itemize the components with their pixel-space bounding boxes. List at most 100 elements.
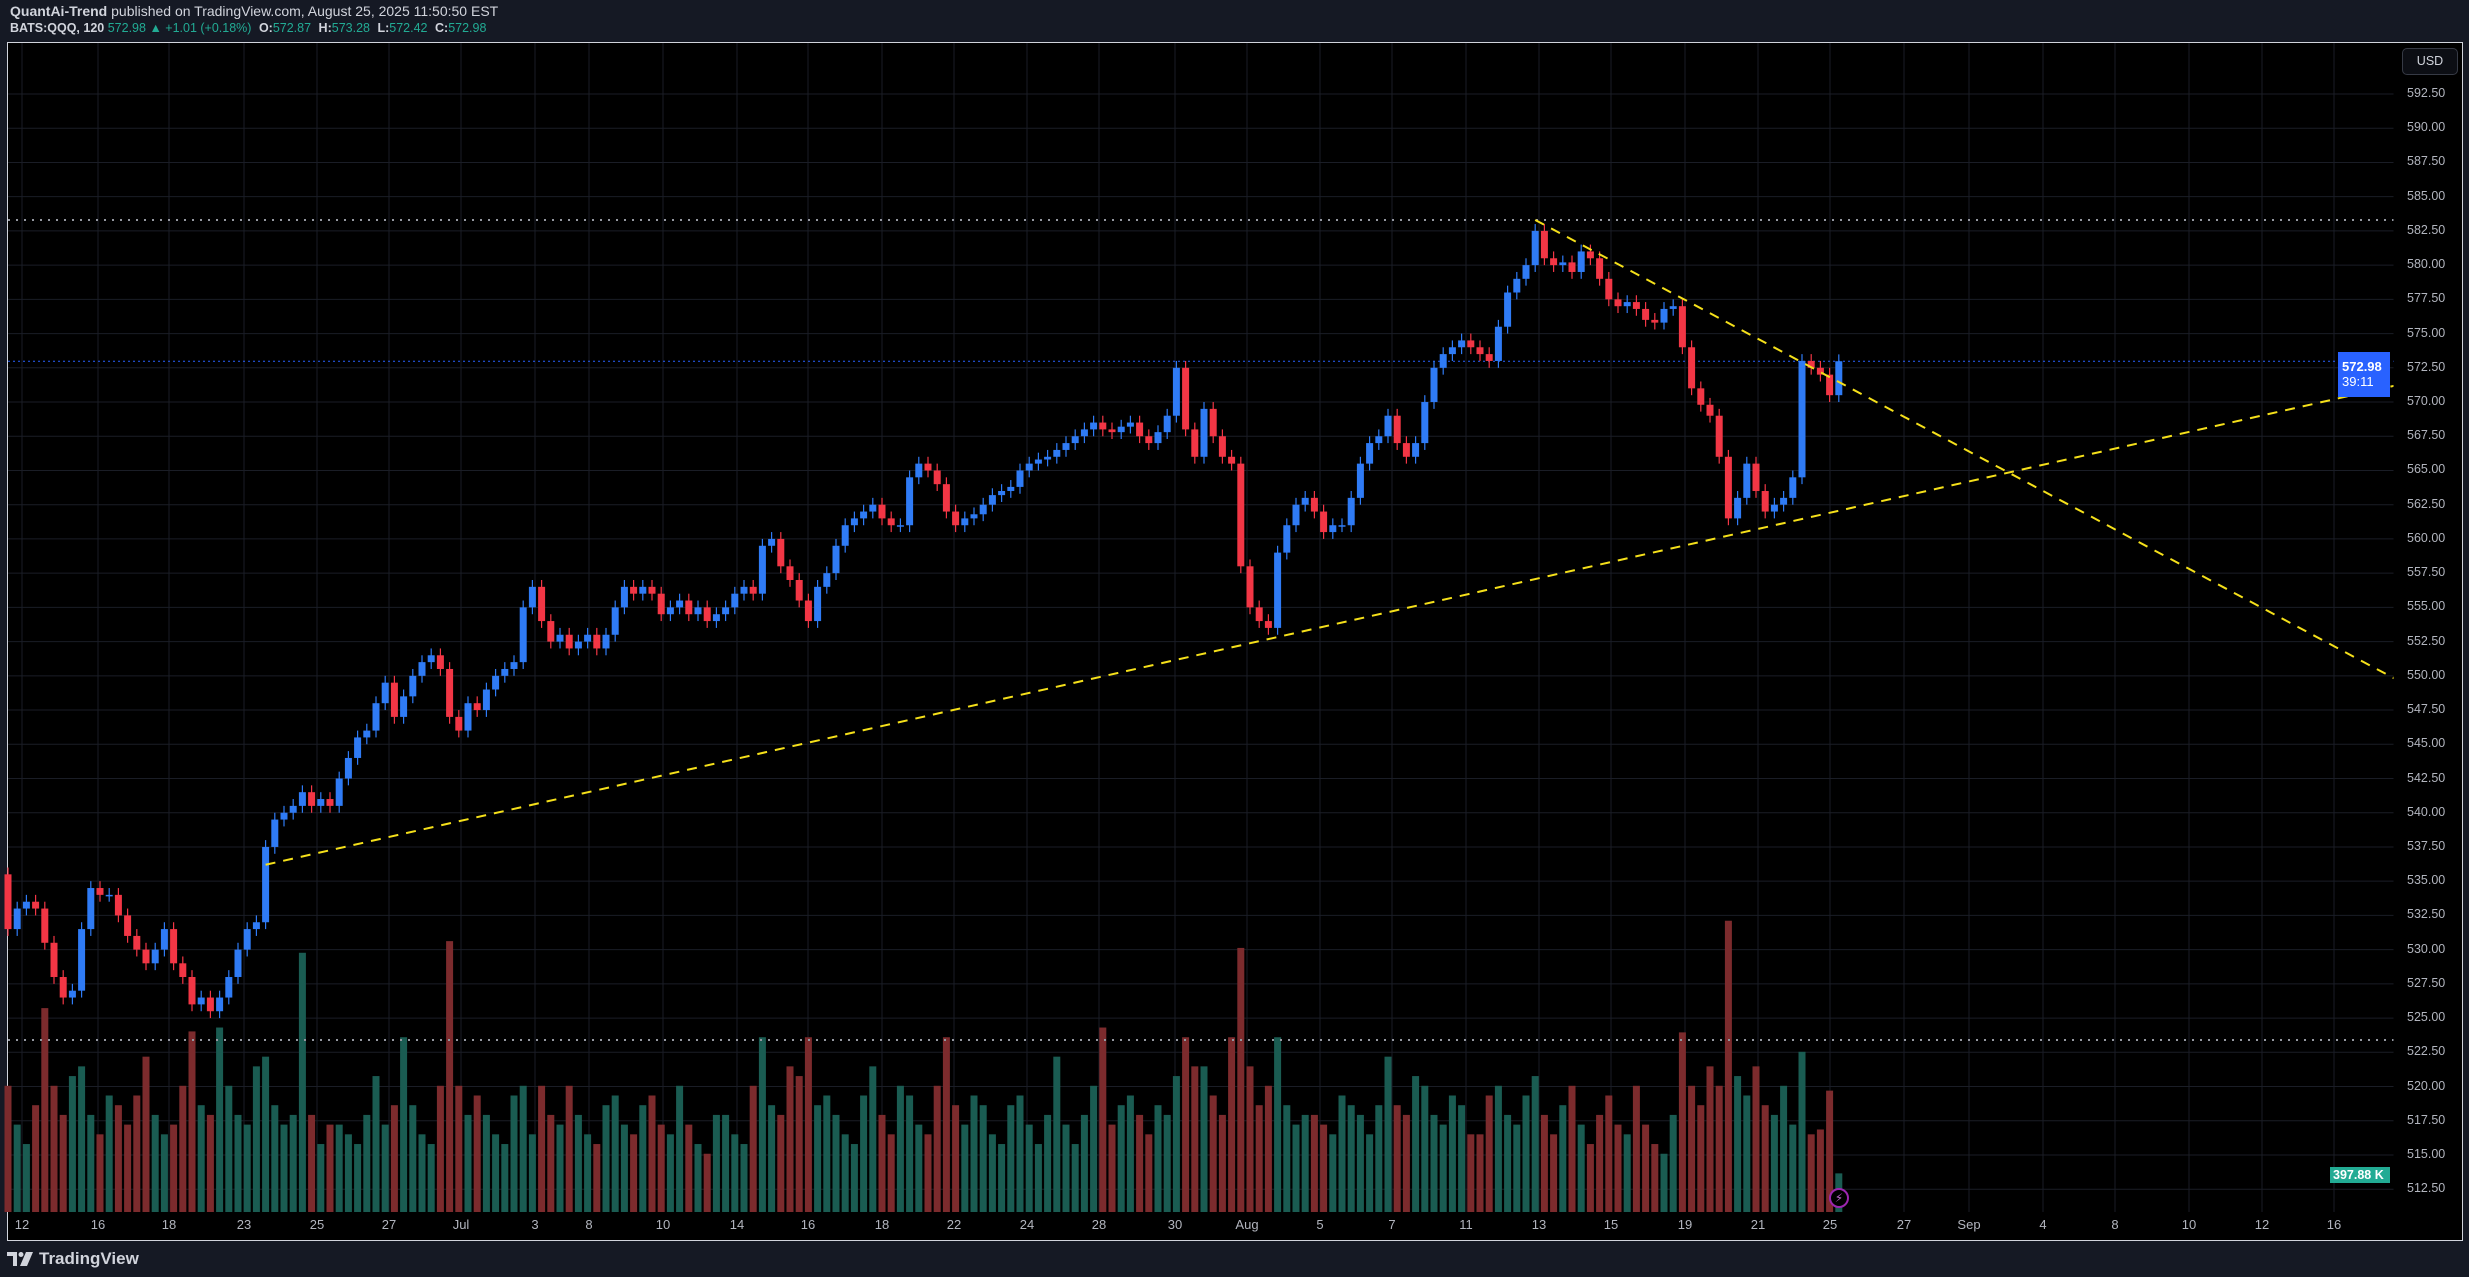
volume-bar — [1458, 1105, 1466, 1212]
tradingview-logo[interactable]: TradingView — [7, 1249, 139, 1269]
candle-body — [639, 586, 647, 594]
volume-bar — [482, 1114, 490, 1212]
candle-body — [1053, 449, 1061, 457]
price-tick-label: 515.00 — [2407, 1146, 2446, 1161]
volume-bar — [1154, 1105, 1162, 1212]
time-tick-label: 18 — [874, 1217, 890, 1232]
candle-body — [685, 600, 693, 615]
volume-bar — [1062, 1124, 1070, 1212]
volume-bar — [1071, 1144, 1079, 1212]
time-tick-label: 21 — [1750, 1217, 1766, 1232]
candle-body — [1145, 436, 1153, 444]
volume-bar — [1274, 1037, 1282, 1212]
candle-body — [1356, 463, 1364, 498]
price-tick-label: 527.50 — [2407, 975, 2446, 990]
candle-body — [372, 703, 380, 731]
candle-body — [1761, 491, 1769, 512]
candle-body — [436, 655, 444, 669]
time-tick-label: 4 — [2039, 1217, 2047, 1232]
time-tick-label: 13 — [1531, 1217, 1547, 1232]
candle-body — [1163, 415, 1171, 433]
currency-button[interactable]: USD — [2402, 48, 2458, 75]
volume-bar — [160, 1134, 168, 1212]
candle-body — [860, 511, 868, 519]
volume-bar — [1476, 1134, 1484, 1212]
candle-body — [4, 874, 12, 930]
volume-bar — [1044, 1114, 1052, 1212]
candle-body — [777, 538, 785, 567]
candle-body — [1688, 347, 1696, 389]
lightning-icon[interactable]: ⚡ — [1829, 1188, 1849, 1208]
candle-body — [1108, 429, 1116, 433]
volume-bar — [1642, 1124, 1650, 1212]
author-name[interactable]: QuantAi-Trend — [10, 3, 108, 19]
volume-bar — [1761, 1105, 1769, 1212]
candle-body — [878, 504, 886, 519]
high-value: 573.28 — [331, 21, 370, 35]
volume-bar — [639, 1105, 647, 1212]
volume-bar — [1743, 1095, 1751, 1212]
price-tick-label: 535.00 — [2407, 873, 2446, 888]
publish-text: published on TradingView.com, August 25,… — [111, 3, 499, 19]
volume-bar — [1412, 1076, 1420, 1212]
volume-bar — [703, 1153, 711, 1212]
candle-body — [1274, 552, 1282, 628]
volume-bar — [547, 1114, 555, 1212]
candle-body — [1182, 367, 1190, 430]
candle-body — [344, 757, 352, 779]
volume-bar — [1209, 1095, 1217, 1212]
price-tick-label: 567.50 — [2407, 428, 2446, 443]
time-tick-label: 16 — [800, 1217, 816, 1232]
candle-body — [952, 511, 960, 526]
candle-body — [289, 805, 297, 813]
candle-body — [1366, 443, 1374, 464]
candle-body — [1577, 251, 1585, 272]
volume-bar — [979, 1105, 987, 1212]
candle-body — [13, 908, 21, 930]
volume-bar — [1080, 1114, 1088, 1212]
volume-bar — [225, 1085, 233, 1212]
volume-bar — [151, 1114, 159, 1212]
candle-body — [814, 586, 822, 622]
volume-bar — [611, 1095, 619, 1212]
candle-body — [1632, 302, 1640, 309]
price-tick-label: 542.50 — [2407, 770, 2446, 785]
volume-bar — [363, 1114, 371, 1212]
volume-bar — [777, 1114, 785, 1212]
price-tick-label: 552.50 — [2407, 633, 2446, 648]
candle-body — [280, 812, 288, 820]
volume-bar — [1292, 1124, 1300, 1212]
volume-bar — [565, 1085, 573, 1212]
volume-bar — [41, 1008, 49, 1212]
time-tick-label: 3 — [531, 1217, 539, 1232]
volume-bar — [446, 941, 454, 1212]
volume-bar — [13, 1124, 21, 1212]
candle-body — [1191, 429, 1199, 457]
candle-body — [234, 949, 242, 978]
candle-body — [1099, 422, 1107, 430]
price-tick-label: 532.50 — [2407, 907, 2446, 922]
time-tick-label: 16 — [2326, 1217, 2342, 1232]
candle-body — [252, 922, 260, 930]
time-tick-label: 27 — [1896, 1217, 1912, 1232]
candle-body — [409, 675, 417, 697]
time-tick-label: Aug — [1235, 1217, 1259, 1232]
volume-bar — [308, 1114, 316, 1212]
time-tick-label: 15 — [1603, 1217, 1619, 1232]
candle-body — [96, 888, 104, 895]
candle-body — [1623, 302, 1631, 307]
candle-body — [32, 901, 40, 909]
volume-bar — [326, 1124, 334, 1212]
volume-bar — [620, 1124, 628, 1212]
open-value: 572.87 — [272, 21, 312, 35]
price-tick-label: 517.50 — [2407, 1112, 2446, 1127]
volume-bar — [556, 1124, 564, 1212]
candle-body — [501, 668, 509, 676]
volume-bar — [409, 1105, 417, 1212]
candle-body — [1504, 292, 1512, 327]
volume-bar — [942, 1037, 950, 1212]
candle-body — [823, 573, 831, 587]
candle-body — [1320, 511, 1328, 533]
symbol-interval[interactable]: BATS:QQQ, 120 — [10, 21, 105, 35]
